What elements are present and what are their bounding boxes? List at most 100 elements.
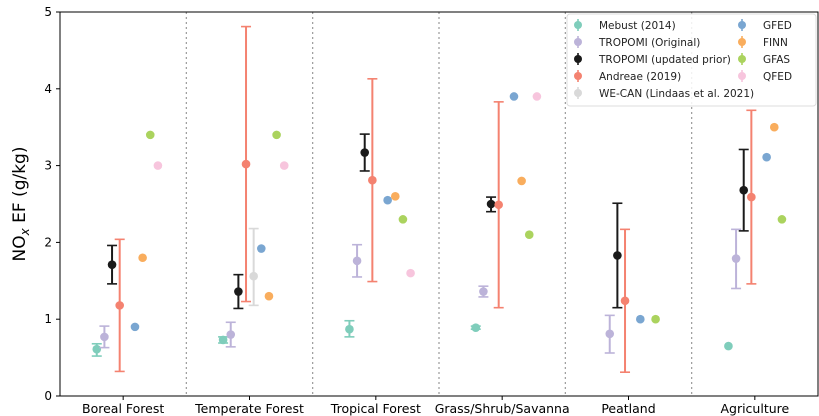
legend-entry-tropomi-original: TROPOMI (Original) xyxy=(574,36,700,49)
point-mebust-2014-grass-shrub-savanna xyxy=(471,323,481,332)
point-gfas-boreal-forest xyxy=(145,130,155,140)
series-tropomi-updated-prior xyxy=(107,133,749,310)
point-gfas-temperate-forest xyxy=(272,130,281,140)
point-gfed-peatland xyxy=(636,314,645,324)
x-tick-label-peatland: Peatland xyxy=(601,401,655,416)
legend-marker xyxy=(574,38,582,46)
legend-entry-finn: FINN xyxy=(738,36,788,49)
point-gfas-peatland xyxy=(651,314,660,324)
series-gfed xyxy=(130,92,771,332)
y-axis-title-subscript: x xyxy=(18,227,32,236)
point-tropomi-original-peatland xyxy=(605,329,615,339)
point-gfas-grass-shrub-savanna xyxy=(524,230,534,240)
legend-marker xyxy=(574,89,582,97)
point-gfed-tropical-forest xyxy=(383,195,392,205)
point-finn-boreal-forest xyxy=(138,253,147,263)
point-andreae-2019-peatland xyxy=(620,296,630,306)
y-axis-title-rest: EF (g/kg) xyxy=(10,147,30,229)
point-finn-temperate-forest xyxy=(264,291,274,301)
point-mebust-2014-temperate-forest xyxy=(218,335,228,345)
point-andreae-2019-tropical-forest xyxy=(368,175,377,185)
point-tropomi-updated-prior-grass-shrub-savanna xyxy=(486,199,496,209)
series-andreae-2019 xyxy=(114,25,757,373)
legend-label: Mebust (2014) xyxy=(599,20,676,32)
series-mebust-2014 xyxy=(91,319,733,357)
x-tick-label-temperate-forest: Temperate Forest xyxy=(194,401,304,416)
legend-label: QFED xyxy=(763,71,792,83)
point-finn-tropical-forest xyxy=(390,192,400,201)
legend-marker xyxy=(574,55,582,63)
x-tick-label-grass-shrub-savanna: Grass/Shrub/Savanna xyxy=(435,401,570,416)
point-gfas-tropical-forest xyxy=(398,215,408,224)
point-andreae-2019-boreal-forest xyxy=(115,301,124,310)
point-qfed-grass-shrub-savanna xyxy=(532,92,542,101)
y-tick-label: 1 xyxy=(44,312,52,326)
legend-marker xyxy=(738,55,746,63)
point-tropomi-updated-prior-temperate-forest xyxy=(234,287,243,296)
y-tick-label: 2 xyxy=(44,235,52,249)
point-gfed-temperate-forest xyxy=(257,244,266,253)
y-tick-label: 5 xyxy=(44,5,52,19)
point-andreae-2019-grass-shrub-savanna xyxy=(494,200,503,210)
series-we-can-lindaas-et-al-2021 xyxy=(248,227,259,307)
point-mebust-2014-tropical-forest xyxy=(345,324,354,334)
x-axis: Boreal Forest Temperate Forest Tropical Fo… xyxy=(82,396,790,416)
point-finn-agriculture xyxy=(769,122,779,132)
legend-label: TROPOMI (Original) xyxy=(598,37,700,49)
legend-entry-qfed: QFED xyxy=(738,70,792,83)
y-axis-title-main: NO xyxy=(10,235,30,261)
legend-entry-mebust-2014: Mebust (2014) xyxy=(574,19,676,32)
y-axis-title: NOx EF (g/kg) xyxy=(10,147,32,262)
legend-marker xyxy=(574,21,582,29)
legend: Mebust (2014) TROPOMI (Original) TROPOMI (… xyxy=(566,13,817,107)
point-mebust-2014-agriculture xyxy=(724,341,733,351)
point-gfed-agriculture xyxy=(762,152,771,162)
point-we-can-lindaas-et-al-2021-temperate-forest xyxy=(249,271,258,281)
series-gfas xyxy=(145,130,787,324)
legend-marker xyxy=(738,21,746,29)
legend-box xyxy=(566,13,817,107)
legend-marker xyxy=(738,38,746,46)
point-mebust-2014-boreal-forest xyxy=(92,344,102,354)
point-gfed-boreal-forest xyxy=(130,322,140,332)
legend-label: GFED xyxy=(763,20,792,32)
y-tick-label: 4 xyxy=(44,82,52,96)
x-tick-label-boreal-forest: Boreal Forest xyxy=(82,401,164,416)
series-tropomi-original xyxy=(99,228,742,354)
point-tropomi-updated-prior-agriculture xyxy=(739,185,749,195)
x-tick-label-agriculture: Agriculture xyxy=(720,401,789,416)
point-andreae-2019-agriculture xyxy=(747,192,756,202)
legend-entry-we-can-lindaas-et-al-2021: WE-CAN (Lindaas et al. 2021) xyxy=(574,87,754,100)
category-dividers xyxy=(185,12,693,396)
point-tropomi-original-tropical-forest xyxy=(352,256,362,266)
legend-entry-andreae-2019: Andreae (2019) xyxy=(574,70,681,83)
y-tick-label: 0 xyxy=(44,389,52,403)
legend-entry-gfed: GFED xyxy=(738,19,792,32)
legend-label: FINN xyxy=(763,37,788,49)
point-tropomi-original-grass-shrub-savanna xyxy=(479,287,488,296)
legend-entry-gfas: GFAS xyxy=(738,53,790,66)
y-axis: 0 1 2 3 4 5 xyxy=(44,5,60,403)
point-qfed-boreal-forest xyxy=(153,161,163,170)
point-tropomi-original-boreal-forest xyxy=(100,332,109,342)
point-tropomi-updated-prior-boreal-forest xyxy=(107,260,117,269)
legend-label: GFAS xyxy=(763,54,790,66)
y-tick-label: 3 xyxy=(44,159,52,173)
legend-label: TROPOMI (updated prior) xyxy=(598,54,731,66)
legend-label: WE-CAN (Lindaas et al. 2021) xyxy=(599,88,754,100)
point-gfed-grass-shrub-savanna xyxy=(509,92,519,101)
point-tropomi-original-temperate-forest xyxy=(226,330,236,339)
point-tropomi-updated-prior-peatland xyxy=(613,251,622,260)
legend-marker xyxy=(738,72,746,80)
series-finn xyxy=(138,122,779,301)
legend-marker xyxy=(574,72,582,80)
point-tropomi-original-agriculture xyxy=(731,254,741,263)
legend-entry-tropomi-updated-prior: TROPOMI (updated prior) xyxy=(574,53,731,66)
point-tropomi-updated-prior-tropical-forest xyxy=(360,148,370,157)
x-tick-label-tropical-forest: Tropical Forest xyxy=(330,401,421,416)
point-finn-grass-shrub-savanna xyxy=(517,176,526,186)
point-andreae-2019-temperate-forest xyxy=(241,159,251,169)
point-qfed-tropical-forest xyxy=(406,268,415,278)
legend-label: Andreae (2019) xyxy=(599,71,681,83)
